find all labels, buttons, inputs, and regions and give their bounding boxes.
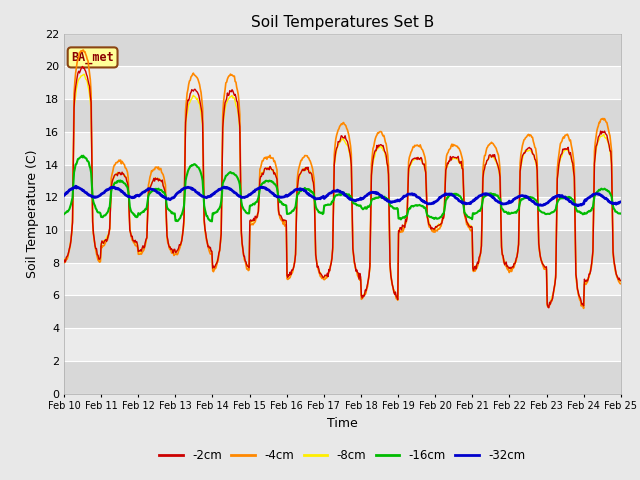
Bar bbox=[64, 295, 621, 328]
Bar bbox=[64, 99, 621, 132]
Bar bbox=[64, 132, 621, 165]
Y-axis label: Soil Temperature (C): Soil Temperature (C) bbox=[26, 149, 39, 278]
Text: BA_met: BA_met bbox=[71, 51, 114, 64]
Bar bbox=[64, 230, 621, 263]
Bar bbox=[64, 328, 621, 361]
Bar bbox=[64, 361, 621, 394]
Bar bbox=[64, 263, 621, 295]
Bar bbox=[64, 66, 621, 99]
Legend: -2cm, -4cm, -8cm, -16cm, -32cm: -2cm, -4cm, -8cm, -16cm, -32cm bbox=[154, 444, 531, 467]
Bar bbox=[64, 1, 621, 34]
X-axis label: Time: Time bbox=[327, 417, 358, 430]
Bar bbox=[64, 34, 621, 66]
Title: Soil Temperatures Set B: Soil Temperatures Set B bbox=[251, 15, 434, 30]
Bar bbox=[64, 197, 621, 230]
Bar bbox=[64, 165, 621, 197]
